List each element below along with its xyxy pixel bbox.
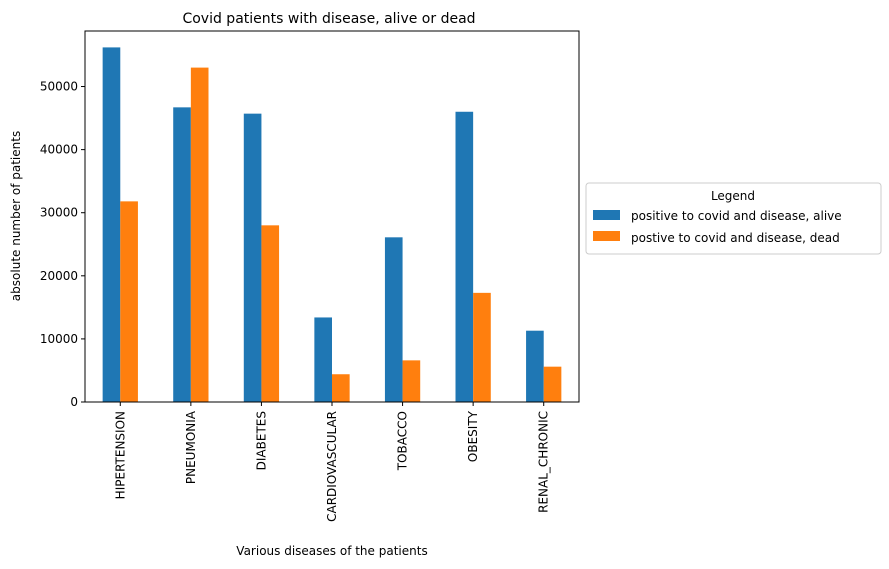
y-axis-label: absolute number of patients (9, 131, 23, 301)
bar-obesity-dead (473, 292, 491, 402)
bar-hipertension-alive (102, 47, 121, 403)
legend-swatch-dead (593, 231, 620, 241)
legend: Legend positive to covid and disease, al… (585, 182, 882, 255)
bar-hipertension-dead (120, 201, 138, 402)
y-tick-label: 0 (70, 395, 78, 409)
bar-obesity-alive (455, 111, 474, 402)
bar-pneumonia-alive (173, 107, 191, 402)
y-tick-label: 20000 (40, 269, 78, 283)
legend-title: Legend (711, 189, 755, 203)
x-tick-label-pneumonia: PNEUMONIA (184, 410, 198, 484)
x-tick-label-renal-chronic: RENAL_CHRONIC (537, 411, 551, 513)
legend-frame (585, 182, 882, 255)
y-tick-label: 30000 (40, 206, 78, 220)
legend-label-alive: positive to covid and disease, alive (631, 209, 842, 223)
bars-group (102, 47, 562, 403)
x-tick-label-hipertension: HIPERTENSION (113, 411, 127, 499)
x-axis: HIPERTENSION PNEUMONIA DIABETES CARDIOVASCU… (113, 402, 551, 522)
y-tick-label: 40000 (40, 143, 78, 157)
bar-pneumonia-dead (190, 67, 209, 402)
bar-renal-chronic-dead (543, 366, 562, 402)
bar-cardiovascular-dead (332, 374, 350, 402)
bar-cardiovascular-alive (314, 317, 332, 402)
y-tick-label: 50000 (40, 80, 78, 94)
bar-diabetes-dead (261, 225, 280, 402)
x-tick-label-obesity: OBESITY (466, 410, 480, 462)
legend-swatch-alive (593, 210, 620, 220)
x-axis-label: Various diseases of the patients (236, 544, 427, 558)
x-tick-label-cardiovascular: CARDIOVASCULAR (325, 411, 339, 522)
bar-diabetes-alive (243, 113, 262, 403)
bar-tobacco-alive (384, 237, 403, 402)
y-axis: 0 10000 20000 30000 40000 50000 (40, 80, 85, 409)
chart-title: Covid patients with disease, alive or de… (182, 11, 475, 27)
bar-renal-chronic-alive (526, 330, 544, 402)
bar-tobacco-dead (402, 360, 421, 402)
legend-label-dead: postive to covid and disease, dead (631, 231, 840, 245)
x-tick-label-diabetes: DIABETES (254, 411, 268, 470)
x-tick-label-tobacco: TOBACCO (396, 411, 410, 471)
y-tick-label: 10000 (40, 332, 78, 346)
